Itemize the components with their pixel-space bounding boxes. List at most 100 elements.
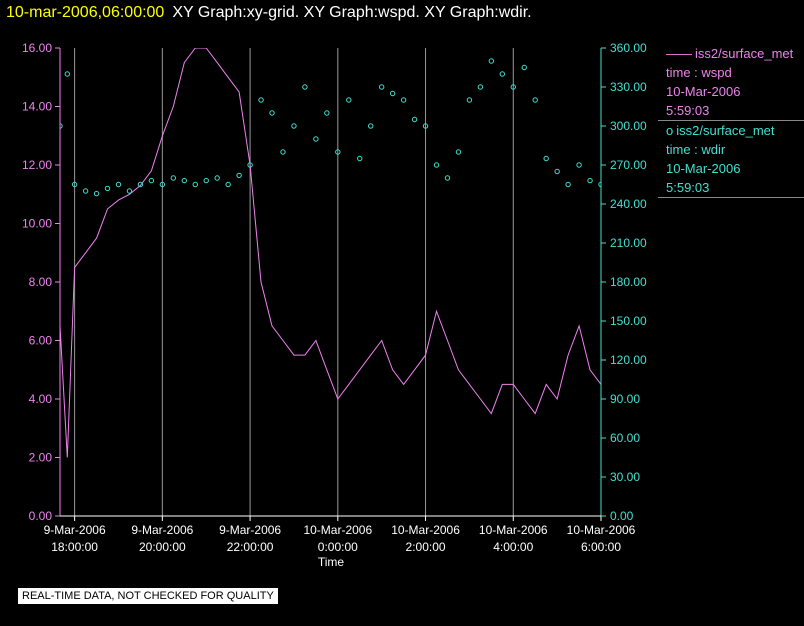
y-right-tick-label: 90.00 xyxy=(610,392,640,406)
x-tick-label-time: 4:00:00 xyxy=(493,540,533,554)
y-right-tick-label: 330.00 xyxy=(610,80,647,94)
wdir-point xyxy=(236,172,242,179)
wdir-point xyxy=(565,181,571,188)
wdir-point xyxy=(247,162,253,168)
y-left-tick-label: 16.00 xyxy=(22,41,52,55)
y-left-tick-label: 14.00 xyxy=(22,100,52,114)
x-tick-label-date: 10-Mar-2006 xyxy=(391,523,460,537)
wdir-point xyxy=(346,97,352,103)
wdir-point xyxy=(543,155,549,162)
y-left-tick-label: 12.00 xyxy=(22,158,52,172)
y-right-tick-label: 300.00 xyxy=(610,119,647,133)
y-left-tick-label: 6.00 xyxy=(29,334,53,348)
wdir-point xyxy=(225,181,231,188)
wdir-point xyxy=(324,110,330,116)
legend-wdir: o iss2/surface_met time : wdir 10-Mar-200… xyxy=(658,121,804,198)
wdir-point xyxy=(378,84,385,90)
wspd-series xyxy=(60,48,601,458)
wdir-point xyxy=(510,84,516,90)
wdir-point xyxy=(170,175,177,181)
wdir-point xyxy=(400,97,407,103)
wdir-point xyxy=(148,177,155,184)
wdir-point xyxy=(115,181,122,188)
circle-marker-icon: o xyxy=(666,123,674,138)
wspd-line xyxy=(60,48,601,458)
wdir-point xyxy=(521,64,527,71)
y-right-tick-label: 60.00 xyxy=(610,431,640,445)
quality-note: REAL-TIME DATA, NOT CHECKED FOR QUALITY xyxy=(18,588,278,604)
y-right-tick-label: 210.00 xyxy=(610,236,647,250)
x-axis-label: Time xyxy=(318,555,345,569)
y-right-tick-label: 0.00 xyxy=(610,509,634,523)
x-tick-label-date: 10-Mar-2006 xyxy=(479,523,548,537)
wdir-point xyxy=(258,97,264,103)
wdir-point xyxy=(411,116,418,123)
x-tick-label-date: 9-Mar-2006 xyxy=(131,523,193,537)
x-tick-label-date: 9-Mar-2006 xyxy=(44,523,106,537)
legend-wspd-date: 10-Mar-2006 xyxy=(666,84,741,99)
legend-wdir-var: time : wdir xyxy=(666,142,726,157)
legend-wspd: —— iss2/surface_met time : wspd 10-Mar-20… xyxy=(658,44,804,121)
wdir-point xyxy=(357,155,363,162)
wdir-point xyxy=(466,97,473,103)
wdir-point xyxy=(214,175,220,181)
y-right-tick-label: 120.00 xyxy=(610,353,647,367)
wdir-point xyxy=(477,84,484,90)
y-right-tick-label: 150.00 xyxy=(610,314,647,328)
wdir-point xyxy=(433,162,440,168)
grid xyxy=(74,48,602,516)
wdir-point xyxy=(389,90,396,97)
wdir-point xyxy=(422,123,429,129)
wdir-point xyxy=(71,181,78,188)
x-tick-label-date: 10-Mar-2006 xyxy=(567,523,636,537)
wdir-point xyxy=(554,168,560,175)
y-left-tick-label: 10.00 xyxy=(22,217,52,231)
wdir-series xyxy=(60,58,601,197)
wdir-point xyxy=(455,149,462,155)
wdir-point xyxy=(192,181,198,188)
x-tick-label-time: 2:00:00 xyxy=(406,540,446,554)
legend-wdir-date: 10-Mar-2006 xyxy=(666,161,741,176)
wdir-point xyxy=(499,71,506,77)
wdir-point xyxy=(313,136,319,142)
wdir-point xyxy=(587,177,593,184)
wdir-point xyxy=(269,110,275,116)
x-tick-label-time: 0:00:00 xyxy=(318,540,358,554)
legend: —— iss2/surface_met time : wspd 10-Mar-20… xyxy=(658,44,804,198)
title-bar: 10-mar-2006,06:00:00 XY Graph:xy-grid. XY… xyxy=(6,2,532,24)
legend-wspd-var: time : wspd xyxy=(666,65,732,80)
wdir-point xyxy=(126,188,133,194)
wdir-point xyxy=(93,190,100,197)
y-right-tick-label: 180.00 xyxy=(610,275,647,289)
y-left-tick-label: 2.00 xyxy=(29,451,53,465)
y-left-tick-label: 8.00 xyxy=(29,275,53,289)
wdir-point xyxy=(576,162,582,168)
wdir-point xyxy=(137,181,144,188)
wdir-point xyxy=(488,58,495,64)
legend-wdir-time: 5:59:03 xyxy=(666,180,710,195)
x-tick-label-time: 20:00:00 xyxy=(139,540,186,554)
x-tick-label-time: 6:00:00 xyxy=(581,540,621,554)
wdir-point xyxy=(368,123,374,129)
legend-wdir-source: o iss2/surface_met xyxy=(666,123,775,138)
title-date: 10-mar-2006,06:00:00 xyxy=(6,4,165,21)
wdir-point xyxy=(60,123,63,129)
x-tick-label-date: 9-Mar-2006 xyxy=(219,523,281,537)
wdir-point xyxy=(64,71,71,77)
line-marker-icon: —— xyxy=(666,46,692,61)
wdir-point xyxy=(335,149,341,155)
x-tick-label-date: 10-Mar-2006 xyxy=(303,523,372,537)
x-tick-label-time: 18:00:00 xyxy=(51,540,98,554)
y-right-tick-label: 360.00 xyxy=(610,41,647,55)
wdir-point xyxy=(280,149,286,155)
legend-wspd-source: —— iss2/surface_met xyxy=(666,46,794,61)
wdir-point xyxy=(104,185,111,192)
wdir-point xyxy=(444,175,451,181)
y-right-tick-label: 30.00 xyxy=(610,470,640,484)
legend-wspd-time: 5:59:03 xyxy=(666,103,710,118)
title-text: XY Graph:xy-grid. XY Graph:wspd. XY Grap… xyxy=(172,4,532,21)
wdir-point xyxy=(291,123,297,129)
y-right-tick-label: 270.00 xyxy=(610,158,647,172)
wdir-point xyxy=(203,177,209,184)
